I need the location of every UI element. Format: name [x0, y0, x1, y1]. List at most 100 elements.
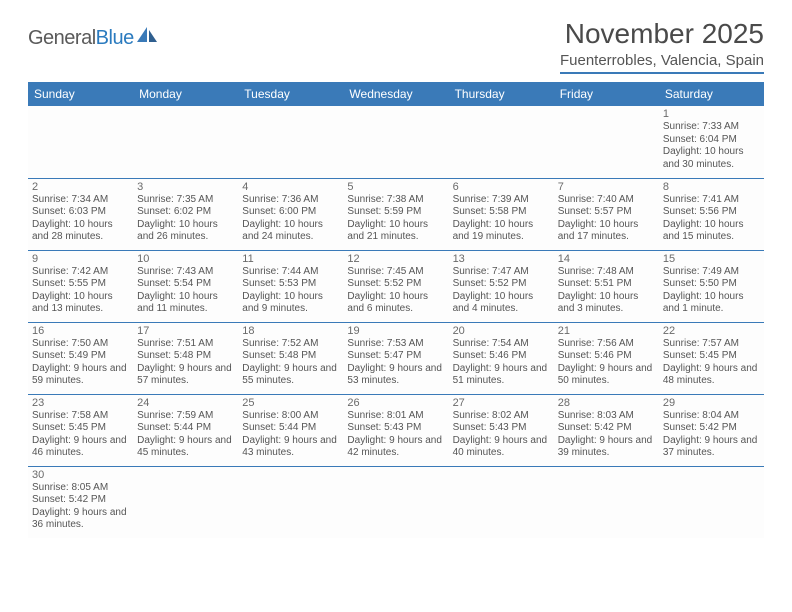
day-number: 17 [137, 325, 234, 337]
sunset-text: Sunset: 5:52 PM [453, 278, 550, 291]
weekday-header: Monday [133, 82, 238, 106]
day-number: 27 [453, 397, 550, 409]
day-number: 20 [453, 325, 550, 337]
day-number: 15 [663, 253, 760, 265]
sunset-text: Sunset: 6:02 PM [137, 206, 234, 219]
sunset-text: Sunset: 6:00 PM [242, 206, 339, 219]
daylight-text: Daylight: 10 hours and 11 minutes. [137, 291, 234, 316]
sunset-text: Sunset: 6:04 PM [663, 134, 760, 147]
sunrise-text: Sunrise: 7:52 AM [242, 338, 339, 351]
day-number: 3 [137, 181, 234, 193]
sunset-text: Sunset: 5:47 PM [347, 350, 444, 363]
daylight-text: Daylight: 9 hours and 39 minutes. [558, 435, 655, 460]
day-number: 16 [32, 325, 129, 337]
sunset-text: Sunset: 5:53 PM [242, 278, 339, 291]
sunset-text: Sunset: 5:52 PM [347, 278, 444, 291]
day-number: 11 [242, 253, 339, 265]
month-title: November 2025 [560, 18, 764, 50]
daylight-text: Daylight: 9 hours and 40 minutes. [453, 435, 550, 460]
calendar-row: 1Sunrise: 7:33 AMSunset: 6:04 PMDaylight… [28, 106, 764, 178]
calendar-cell: 30Sunrise: 8:05 AMSunset: 5:42 PMDayligh… [28, 466, 133, 538]
calendar-cell: 16Sunrise: 7:50 AMSunset: 5:49 PMDayligh… [28, 322, 133, 394]
sunrise-text: Sunrise: 7:54 AM [453, 338, 550, 351]
sunrise-text: Sunrise: 7:39 AM [453, 194, 550, 207]
sunrise-text: Sunrise: 7:57 AM [663, 338, 760, 351]
sunset-text: Sunset: 5:54 PM [137, 278, 234, 291]
sunrise-text: Sunrise: 7:51 AM [137, 338, 234, 351]
day-number: 8 [663, 181, 760, 193]
calendar-cell: 10Sunrise: 7:43 AMSunset: 5:54 PMDayligh… [133, 250, 238, 322]
calendar-cell [343, 106, 448, 178]
calendar-cell [238, 466, 343, 538]
sunset-text: Sunset: 5:49 PM [32, 350, 129, 363]
weekday-header: Friday [554, 82, 659, 106]
sunrise-text: Sunrise: 7:38 AM [347, 194, 444, 207]
sunset-text: Sunset: 5:46 PM [558, 350, 655, 363]
daylight-text: Daylight: 10 hours and 6 minutes. [347, 291, 444, 316]
sunset-text: Sunset: 5:45 PM [663, 350, 760, 363]
daylight-text: Daylight: 10 hours and 28 minutes. [32, 219, 129, 244]
sunrise-text: Sunrise: 8:00 AM [242, 410, 339, 423]
daylight-text: Daylight: 10 hours and 4 minutes. [453, 291, 550, 316]
calendar-cell: 2Sunrise: 7:34 AMSunset: 6:03 PMDaylight… [28, 178, 133, 250]
daylight-text: Daylight: 10 hours and 9 minutes. [242, 291, 339, 316]
sunrise-text: Sunrise: 7:58 AM [32, 410, 129, 423]
sunset-text: Sunset: 5:44 PM [242, 422, 339, 435]
sunrise-text: Sunrise: 7:35 AM [137, 194, 234, 207]
day-number: 22 [663, 325, 760, 337]
day-number: 1 [663, 108, 760, 120]
sunset-text: Sunset: 5:50 PM [663, 278, 760, 291]
sunrise-text: Sunrise: 8:02 AM [453, 410, 550, 423]
calendar-cell [554, 106, 659, 178]
location: Fuenterrobles, Valencia, Spain [560, 52, 764, 74]
sunset-text: Sunset: 5:56 PM [663, 206, 760, 219]
sunrise-text: Sunrise: 7:34 AM [32, 194, 129, 207]
day-number: 28 [558, 397, 655, 409]
daylight-text: Daylight: 10 hours and 15 minutes. [663, 219, 760, 244]
logo-text-2: Blue [96, 27, 134, 50]
sunrise-text: Sunrise: 7:40 AM [558, 194, 655, 207]
calendar-cell: 29Sunrise: 8:04 AMSunset: 5:42 PMDayligh… [659, 394, 764, 466]
sunrise-text: Sunrise: 7:56 AM [558, 338, 655, 351]
page: GeneralBlue November 2025 Fuenterrobles,… [0, 0, 792, 538]
day-number: 9 [32, 253, 129, 265]
calendar-cell [449, 106, 554, 178]
calendar-cell: 25Sunrise: 8:00 AMSunset: 5:44 PMDayligh… [238, 394, 343, 466]
calendar-cell: 11Sunrise: 7:44 AMSunset: 5:53 PMDayligh… [238, 250, 343, 322]
day-number: 29 [663, 397, 760, 409]
sunset-text: Sunset: 5:45 PM [32, 422, 129, 435]
calendar-row: 30Sunrise: 8:05 AMSunset: 5:42 PMDayligh… [28, 466, 764, 538]
calendar-cell [554, 466, 659, 538]
day-number: 24 [137, 397, 234, 409]
daylight-text: Daylight: 9 hours and 55 minutes. [242, 363, 339, 388]
calendar-cell: 8Sunrise: 7:41 AMSunset: 5:56 PMDaylight… [659, 178, 764, 250]
sunrise-text: Sunrise: 7:53 AM [347, 338, 444, 351]
sunset-text: Sunset: 5:44 PM [137, 422, 234, 435]
calendar-cell: 20Sunrise: 7:54 AMSunset: 5:46 PMDayligh… [449, 322, 554, 394]
day-number: 21 [558, 325, 655, 337]
sunset-text: Sunset: 5:48 PM [242, 350, 339, 363]
calendar-cell [28, 106, 133, 178]
calendar-cell: 22Sunrise: 7:57 AMSunset: 5:45 PMDayligh… [659, 322, 764, 394]
weekday-header: Thursday [449, 82, 554, 106]
daylight-text: Daylight: 9 hours and 42 minutes. [347, 435, 444, 460]
calendar-row: 16Sunrise: 7:50 AMSunset: 5:49 PMDayligh… [28, 322, 764, 394]
sunrise-text: Sunrise: 7:49 AM [663, 266, 760, 279]
day-number: 5 [347, 181, 444, 193]
sunrise-text: Sunrise: 8:04 AM [663, 410, 760, 423]
calendar-row: 2Sunrise: 7:34 AMSunset: 6:03 PMDaylight… [28, 178, 764, 250]
sunrise-text: Sunrise: 7:45 AM [347, 266, 444, 279]
calendar-cell: 18Sunrise: 7:52 AMSunset: 5:48 PMDayligh… [238, 322, 343, 394]
daylight-text: Daylight: 10 hours and 21 minutes. [347, 219, 444, 244]
calendar-row: 9Sunrise: 7:42 AMSunset: 5:55 PMDaylight… [28, 250, 764, 322]
day-number: 6 [453, 181, 550, 193]
sunset-text: Sunset: 5:57 PM [558, 206, 655, 219]
calendar-cell [343, 466, 448, 538]
calendar-cell: 1Sunrise: 7:33 AMSunset: 6:04 PMDaylight… [659, 106, 764, 178]
daylight-text: Daylight: 10 hours and 19 minutes. [453, 219, 550, 244]
sunrise-text: Sunrise: 8:01 AM [347, 410, 444, 423]
sunset-text: Sunset: 5:55 PM [32, 278, 129, 291]
sunset-text: Sunset: 5:42 PM [32, 494, 129, 507]
sunset-text: Sunset: 5:51 PM [558, 278, 655, 291]
daylight-text: Daylight: 9 hours and 59 minutes. [32, 363, 129, 388]
